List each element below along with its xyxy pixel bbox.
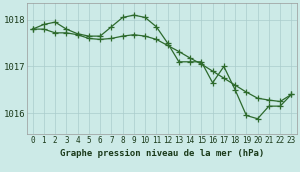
X-axis label: Graphe pression niveau de la mer (hPa): Graphe pression niveau de la mer (hPa) [60, 149, 264, 158]
